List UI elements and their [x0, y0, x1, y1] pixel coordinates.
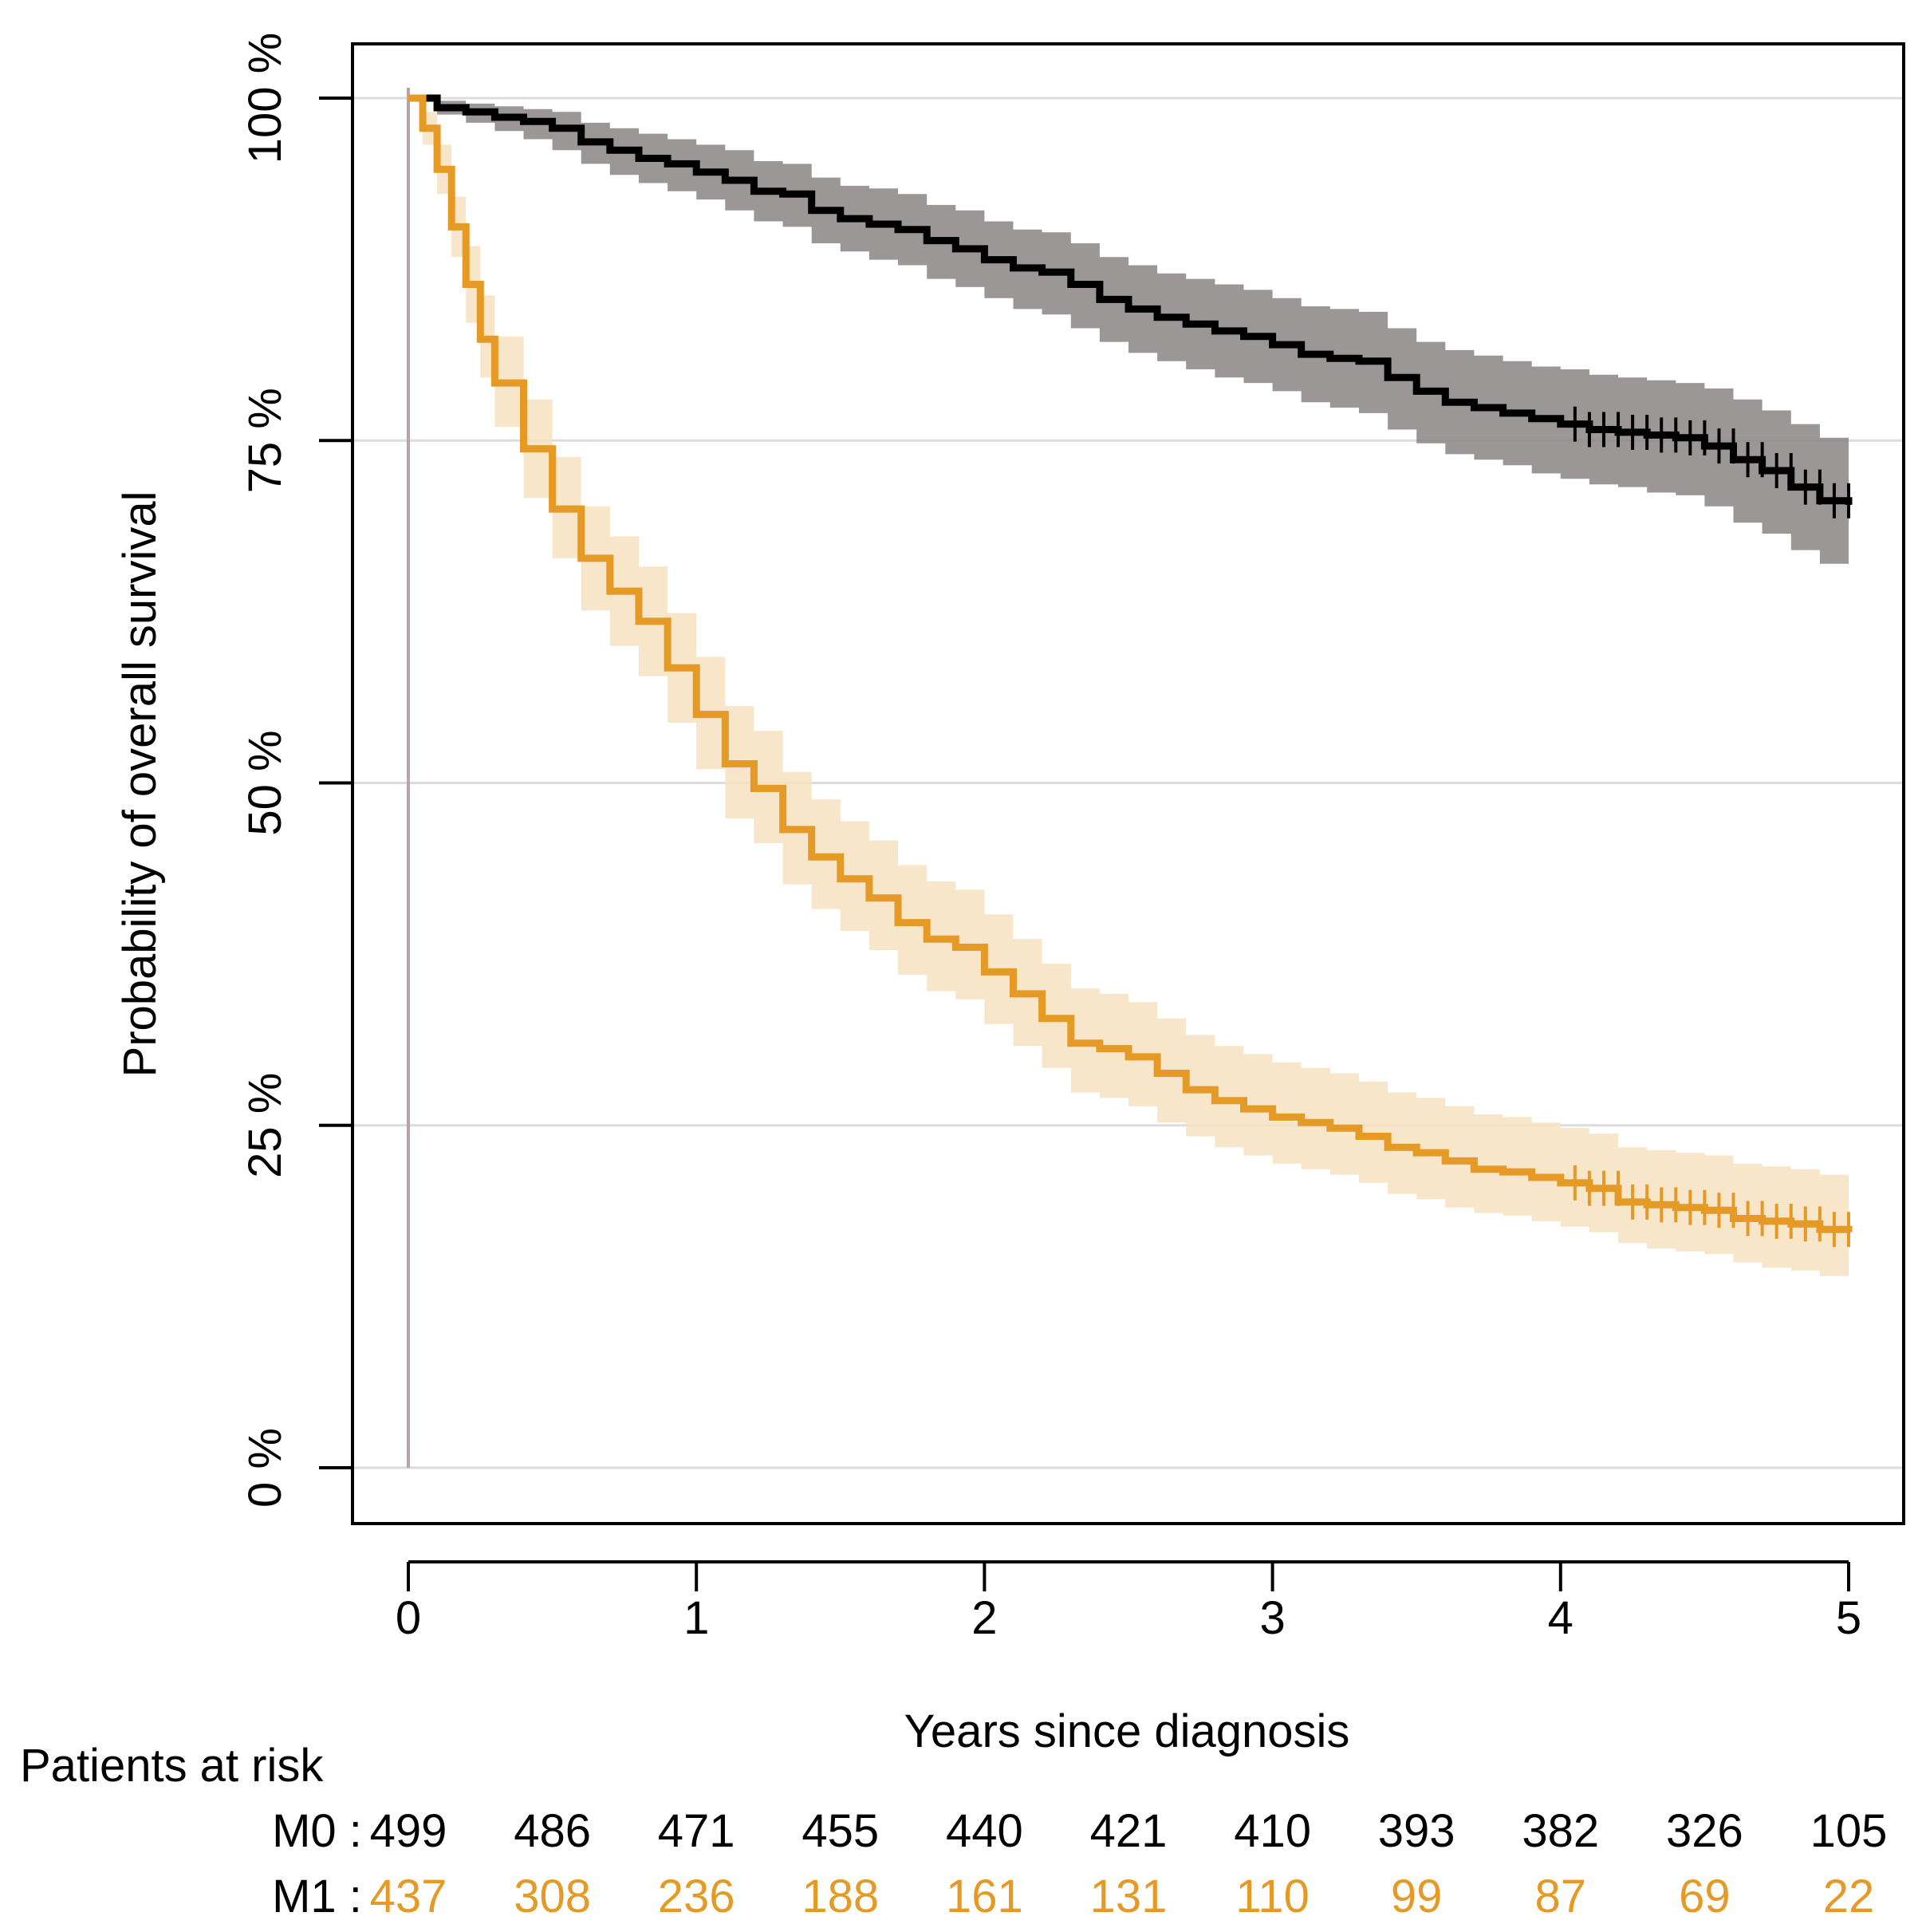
y-tick-label-75: 75 %: [239, 388, 291, 493]
survival-line-M1: [408, 94, 1853, 1233]
x-tick-label-3: 3: [1259, 1592, 1285, 1644]
y-tick-label-0: 0 %: [239, 1428, 291, 1508]
ci-band-M0: [408, 98, 1849, 567]
x-axis: 0 1 2 3 4 5: [396, 1560, 1861, 1644]
y-axis-label: Probability of overall survival: [114, 491, 166, 1078]
y-tick-label-25: 25 %: [239, 1073, 291, 1178]
x-tick-label-1: 1: [683, 1592, 709, 1644]
y-tick-label-100: 100 %: [239, 33, 291, 164]
y-axis: 0 % 25 % 50 % 75 % 100 %: [239, 33, 353, 1508]
y-tick-label-50: 50 %: [239, 730, 291, 835]
x-tick-label-2: 2: [971, 1592, 997, 1644]
censor-marks: [1573, 406, 1850, 1248]
confidence-bands: [408, 98, 1849, 1279]
x-axis-label: Years since diagnosis: [904, 1705, 1350, 1757]
x-tick-label-4: 4: [1548, 1592, 1573, 1644]
x-tick-label-0: 0: [396, 1592, 421, 1644]
x-tick-label-5: 5: [1836, 1592, 1861, 1644]
